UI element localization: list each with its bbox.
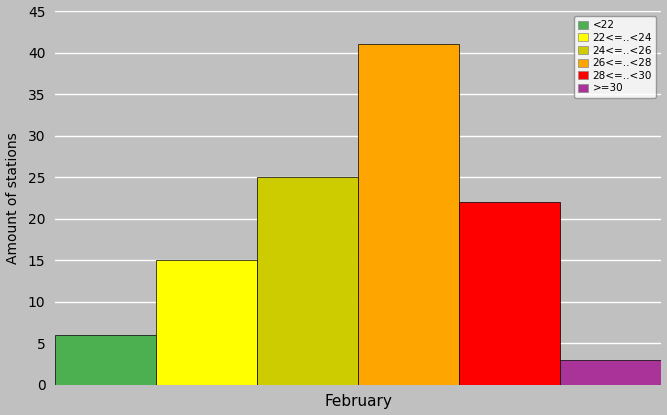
Bar [460,202,560,385]
Bar [156,260,257,385]
Bar [55,335,156,385]
Bar [358,44,460,385]
Y-axis label: Amount of stations: Amount of stations [5,132,19,264]
Bar [560,360,662,385]
Legend: <22, 22<=..<24, 24<=..<26, 26<=..<28, 28<=..<30, >=30: <22, 22<=..<24, 24<=..<26, 26<=..<28, 28… [574,16,656,98]
Bar [257,177,358,385]
